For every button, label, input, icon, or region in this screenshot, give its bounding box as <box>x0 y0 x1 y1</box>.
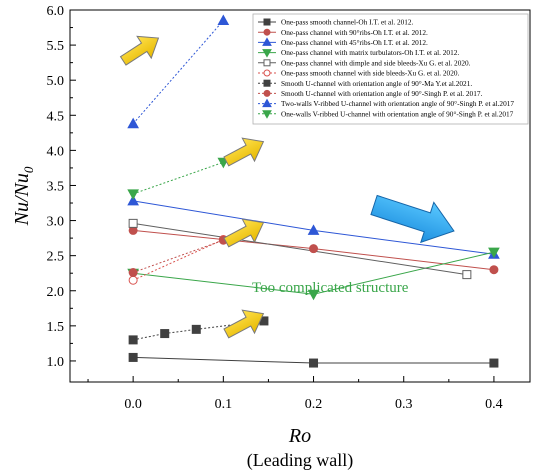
data-point-series-5 <box>128 218 138 228</box>
y-axis-label-subscript: 0 <box>21 166 36 173</box>
legend-label: One-pass channel with matrix turbulators… <box>281 48 459 57</box>
data-point-series-2 <box>489 265 499 275</box>
legend-label: One-pass channel with dimple and side bl… <box>281 58 471 67</box>
trend-arrow-2 <box>223 137 265 167</box>
legend-box <box>252 13 529 125</box>
data-point-series-10 <box>127 189 139 200</box>
x-axis-label: Ro <box>288 425 311 447</box>
series-line-6 <box>132 239 224 281</box>
series-line-7 <box>133 320 264 341</box>
trend-arrow-decreasing <box>370 194 455 244</box>
x-tick-label: 0.2 <box>305 397 323 412</box>
trend-arrow-4 <box>223 309 265 339</box>
data-point-series-9 <box>127 117 139 129</box>
y-axis-label: Nu/Nu0 <box>11 166 36 226</box>
y-tick-label: 2.0 <box>47 285 65 300</box>
annotation-text: Too complicated structure <box>252 280 409 296</box>
trend-arrow-1 <box>119 35 160 66</box>
axis-ticks: 1.0 1.5 2.0 2.5 3.0 3.5 4.0 4.5 5.0 5.5 6.0 0.0 0.1 0… <box>47 4 503 412</box>
x-tick-label: 0.1 <box>215 397 233 412</box>
y-tick-label: 4.0 <box>47 144 65 159</box>
y-tick-label: 2.5 <box>47 250 65 265</box>
y-tick-label: 5.5 <box>47 39 65 54</box>
legend-marker <box>263 28 271 36</box>
legend-marker <box>263 59 271 67</box>
legend-marker <box>262 37 272 46</box>
legend-marker <box>263 89 271 97</box>
data-point-series-1 <box>489 358 499 368</box>
y-tick-label: 5.0 <box>47 74 65 89</box>
legend-marker <box>263 79 271 87</box>
data-point-series-5 <box>462 270 472 280</box>
data-point-series-7 <box>191 324 201 334</box>
x-axis-sublabel: (Leading wall) <box>247 450 353 471</box>
svg-text:Nu/Nu0: Nu/Nu0 <box>11 166 36 226</box>
legend-label: Smooth U-channel with orientation angle … <box>281 79 472 88</box>
x-tick-label: 0.0 <box>124 397 142 412</box>
data-point-series-1 <box>309 358 319 368</box>
legend-label: Two-walls V-ribbed U-channel with orient… <box>281 99 514 108</box>
data-point-series-1 <box>128 352 138 362</box>
legend-label: One-pass smooth channel with side bleeds… <box>281 69 460 78</box>
legend-label: One-pass channel with 45°ribs-Oh I.T. et… <box>281 38 428 47</box>
legend-label: One-walls V-ribbed U-channel with orient… <box>281 109 514 118</box>
y-tick-label: 1.5 <box>47 320 65 335</box>
legend-label: One-pass channel with 90°ribs-Oh I.T. et… <box>281 28 428 37</box>
legend-label: One-pass smooth channel-Oh I.T. et al. 2… <box>281 18 414 27</box>
data-point-series-4 <box>488 247 500 259</box>
y-tick-label: 1.0 <box>47 355 65 370</box>
data-point-series-7 <box>160 329 170 339</box>
data-point-series-3 <box>127 194 139 206</box>
legend: One-pass smooth channel-Oh I.T. et al. 2… <box>252 13 529 125</box>
y-axis-label-main: Nu/Nu <box>11 173 33 226</box>
y-tick-label: 6.0 <box>47 4 65 19</box>
legend-marker <box>263 69 271 77</box>
series-line-5 <box>133 222 467 276</box>
legend-marker <box>262 110 272 119</box>
data-point-series-2 <box>309 244 319 254</box>
trend-arrow-3 <box>223 218 265 248</box>
data-point-series-6 <box>128 275 138 285</box>
legend-marker <box>263 18 271 26</box>
x-tick-label: 0.3 <box>395 397 413 412</box>
legend-marker <box>262 49 272 58</box>
y-tick-label: 3.0 <box>47 215 65 230</box>
series-lines <box>132 20 495 364</box>
data-point-series-8 <box>128 268 138 278</box>
data-point-series-7 <box>128 335 138 345</box>
data-point-series-9 <box>217 14 230 26</box>
data-point-series-3 <box>307 224 320 235</box>
x-tick-label: 0.4 <box>485 397 503 412</box>
data-point-series-4 <box>307 289 320 301</box>
series-line-9 <box>132 20 224 125</box>
legend-marker <box>262 98 272 108</box>
y-tick-label: 3.5 <box>47 179 65 194</box>
y-tick-label: 4.5 <box>47 109 65 124</box>
legend-label: Smooth U-channel with orientation angle … <box>281 89 482 98</box>
